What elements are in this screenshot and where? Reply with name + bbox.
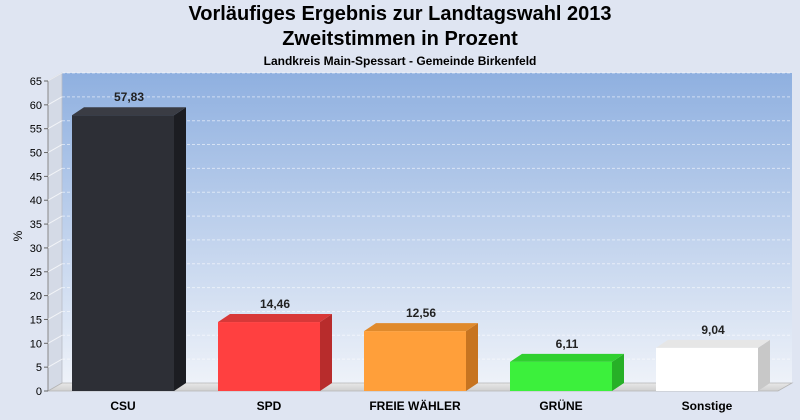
x-tick-label: CSU [110, 399, 135, 413]
y-tick-label: 50 [30, 148, 42, 160]
bar-front [72, 115, 174, 392]
bar-sonstige [656, 339, 770, 391]
bar-side [466, 323, 478, 391]
data-label: 14,46 [260, 297, 290, 311]
gridline-side [47, 144, 63, 153]
bar-top [656, 339, 770, 348]
y-tick-label: 55 [30, 124, 42, 136]
bar-top [510, 353, 624, 362]
gridline-side [47, 358, 63, 368]
labels: 57,83 CSU 14,46 SPD 12,56 FREIE WÄHLER 6,11 GRÜ… [110, 90, 732, 413]
bar-freie-wähler [364, 323, 478, 391]
bar-side [612, 353, 624, 391]
gridline-side [47, 120, 63, 130]
bar-csu [72, 107, 186, 392]
gridline-side [47, 215, 63, 225]
x-tick-label: Sonstige [682, 399, 733, 413]
y-tick-label: 65 [30, 76, 42, 88]
gridline-side [47, 311, 63, 320]
bar-front [218, 322, 320, 391]
y-tick-label: 5 [36, 362, 42, 374]
data-label: 9,04 [701, 323, 725, 337]
bar-side [174, 107, 186, 392]
y-axis: 0 5 10 15 20 25 30 35 40 45 50 55 60 65% [11, 76, 48, 398]
data-label: 12,56 [406, 306, 436, 320]
x-tick-label: FREIE WÄHLER [369, 398, 461, 413]
y-tick-label: 0 [36, 386, 42, 398]
y-tick-label: 35 [30, 219, 42, 231]
chart-title-line1: Vorläufiges Ergebnis zur Landtagswahl 20… [188, 3, 612, 25]
chart-subtitle: Landkreis Main-Spessart - Gemeinde Birke… [263, 54, 537, 68]
y-tick-label: 40 [30, 195, 42, 207]
y-tick-label: 20 [30, 291, 42, 303]
y-tick-label: 60 [30, 100, 42, 112]
gridline-side [47, 167, 63, 177]
gridline-side [47, 239, 63, 249]
x-tick-label: SPD [257, 399, 282, 413]
plot-side-wall [47, 72, 63, 392]
bar-top [364, 323, 478, 332]
y-tick-label: 45 [30, 171, 42, 183]
data-label: 57,83 [114, 90, 144, 104]
bar-spd [218, 314, 332, 391]
gridline-side [47, 263, 63, 273]
bars [72, 107, 770, 392]
x-tick-label: GRÜNE [539, 398, 582, 413]
bar-side [758, 339, 770, 391]
y-axis-title: % [11, 230, 25, 241]
bar-side [320, 314, 332, 391]
bar-front [510, 361, 612, 391]
data-label: 6,11 [556, 337, 579, 351]
gridline-side [47, 287, 63, 297]
bar-top [72, 107, 186, 116]
bar-front [656, 347, 758, 391]
gridline-side [47, 72, 63, 82]
bar-top [218, 314, 332, 323]
y-tick-label: 30 [30, 243, 42, 255]
y-tick-label: 10 [30, 338, 42, 350]
chart-title-line2: Zweitstimmen in Prozent [282, 28, 518, 50]
y-tick-label: 15 [30, 314, 42, 326]
gridline-side [47, 191, 63, 201]
gridline-side [47, 334, 63, 344]
gridline-side [47, 96, 63, 106]
y-tick-label: 25 [30, 267, 42, 279]
bar-front [364, 331, 466, 391]
bar-grüne [510, 353, 624, 391]
